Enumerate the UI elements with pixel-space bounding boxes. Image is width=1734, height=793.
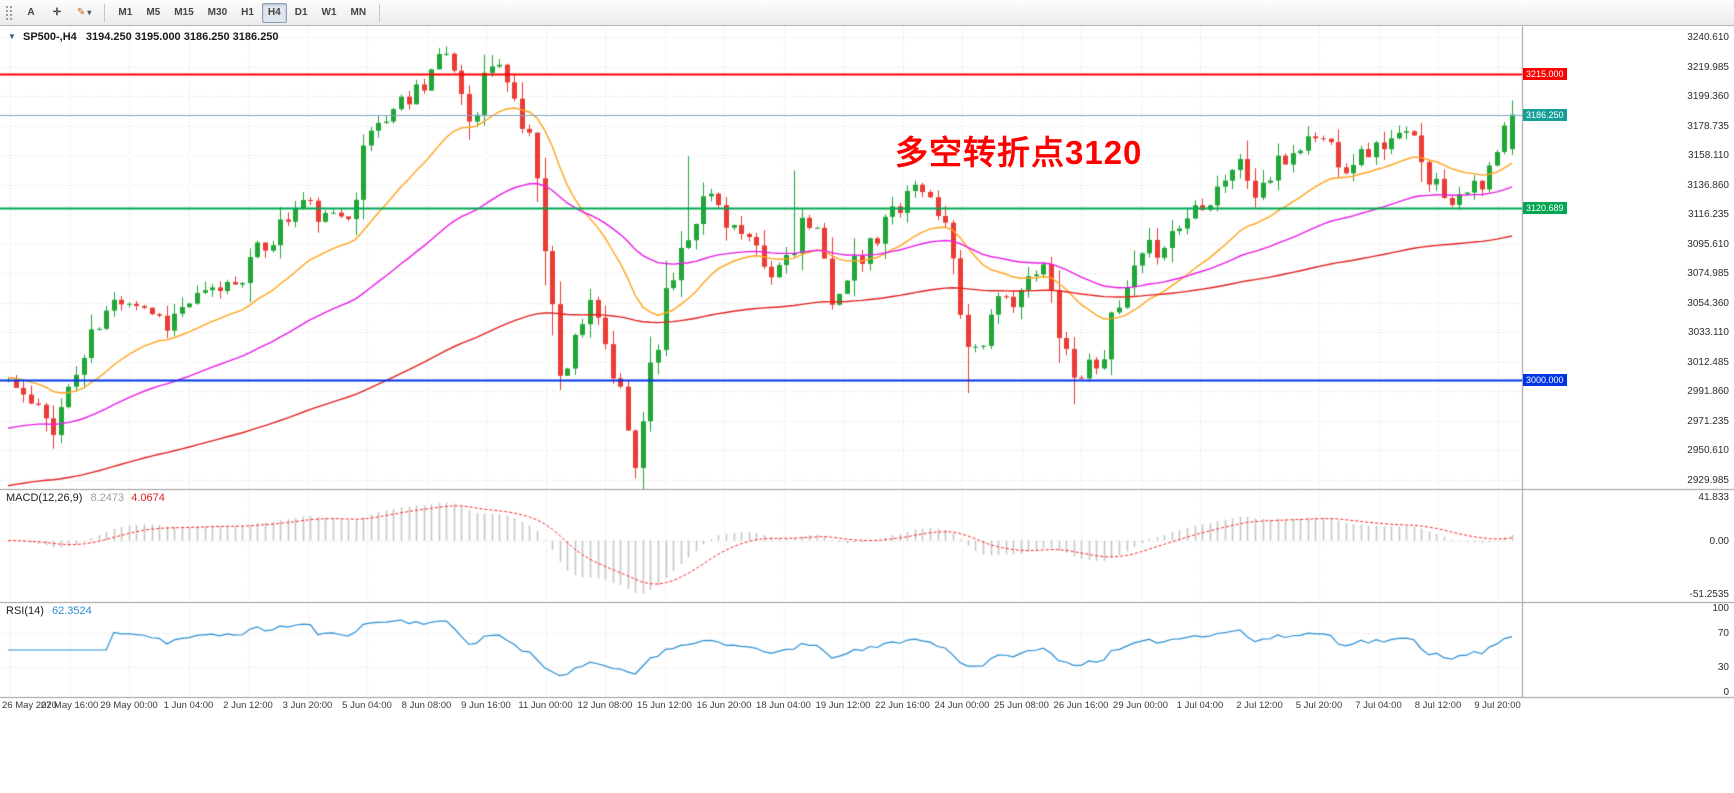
crayon-tool-button[interactable]: ✎ ▾ (71, 3, 97, 23)
text-tool-button[interactable]: A (19, 3, 43, 23)
toolbar-separator (104, 3, 106, 22)
toolbar-drag-handle[interactable] (5, 4, 12, 21)
timeframe-m5-button[interactable]: M5 (140, 3, 166, 23)
timeframe-mn-button[interactable]: MN (345, 3, 373, 23)
top-toolbar: A ✛ ✎ ▾ M1 M5 M15 M30 H1 H4 D1 W1 MN (0, 0, 1734, 26)
timeframe-d1-button[interactable]: D1 (289, 3, 314, 23)
toolbar-separator (379, 3, 381, 22)
timeframe-h4-button[interactable]: H4 (261, 2, 287, 23)
timeframe-m30-button[interactable]: M30 (202, 3, 233, 23)
timeframe-m1-button[interactable]: M1 (112, 3, 138, 23)
timeframe-w1-button[interactable]: W1 (316, 3, 343, 23)
crosshair-tool-button[interactable]: ✛ (45, 3, 69, 23)
timeframe-h1-button[interactable]: H1 (235, 3, 260, 23)
crayon-icon: ✎ (77, 7, 86, 18)
chevron-down-icon: ▾ (87, 8, 92, 17)
timeframe-m15-button[interactable]: M15 (168, 3, 199, 23)
